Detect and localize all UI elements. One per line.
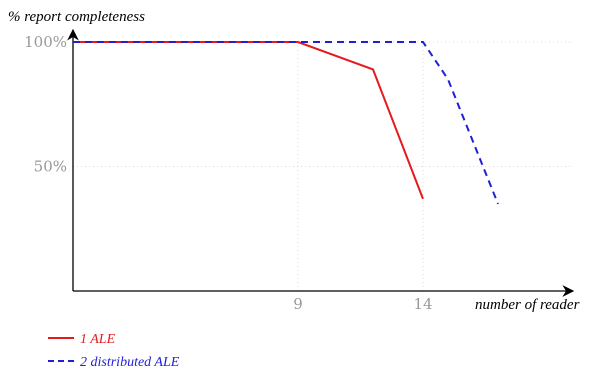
legend: 1 ALE 2 distributed ALE xyxy=(48,332,180,370)
legend-label: 2 distributed ALE xyxy=(80,355,180,370)
legend-label: 1 ALE xyxy=(80,332,116,347)
y-tick-label: 100% xyxy=(24,33,67,51)
series-line-1 xyxy=(73,41,424,200)
x-axis-label: number of reader xyxy=(475,297,580,313)
x-tick-label: 9 xyxy=(293,295,303,313)
x-tick-labels: 9 14 xyxy=(293,295,432,313)
y-tick-label: 50% xyxy=(34,158,67,176)
y-axis-label: % report completeness xyxy=(8,9,145,25)
x-tick-label: 14 xyxy=(413,295,432,313)
series-line-2 xyxy=(73,41,499,205)
grid-lines xyxy=(73,41,573,291)
y-tick-labels: 50% 100% xyxy=(24,33,67,176)
data-series xyxy=(73,41,499,205)
